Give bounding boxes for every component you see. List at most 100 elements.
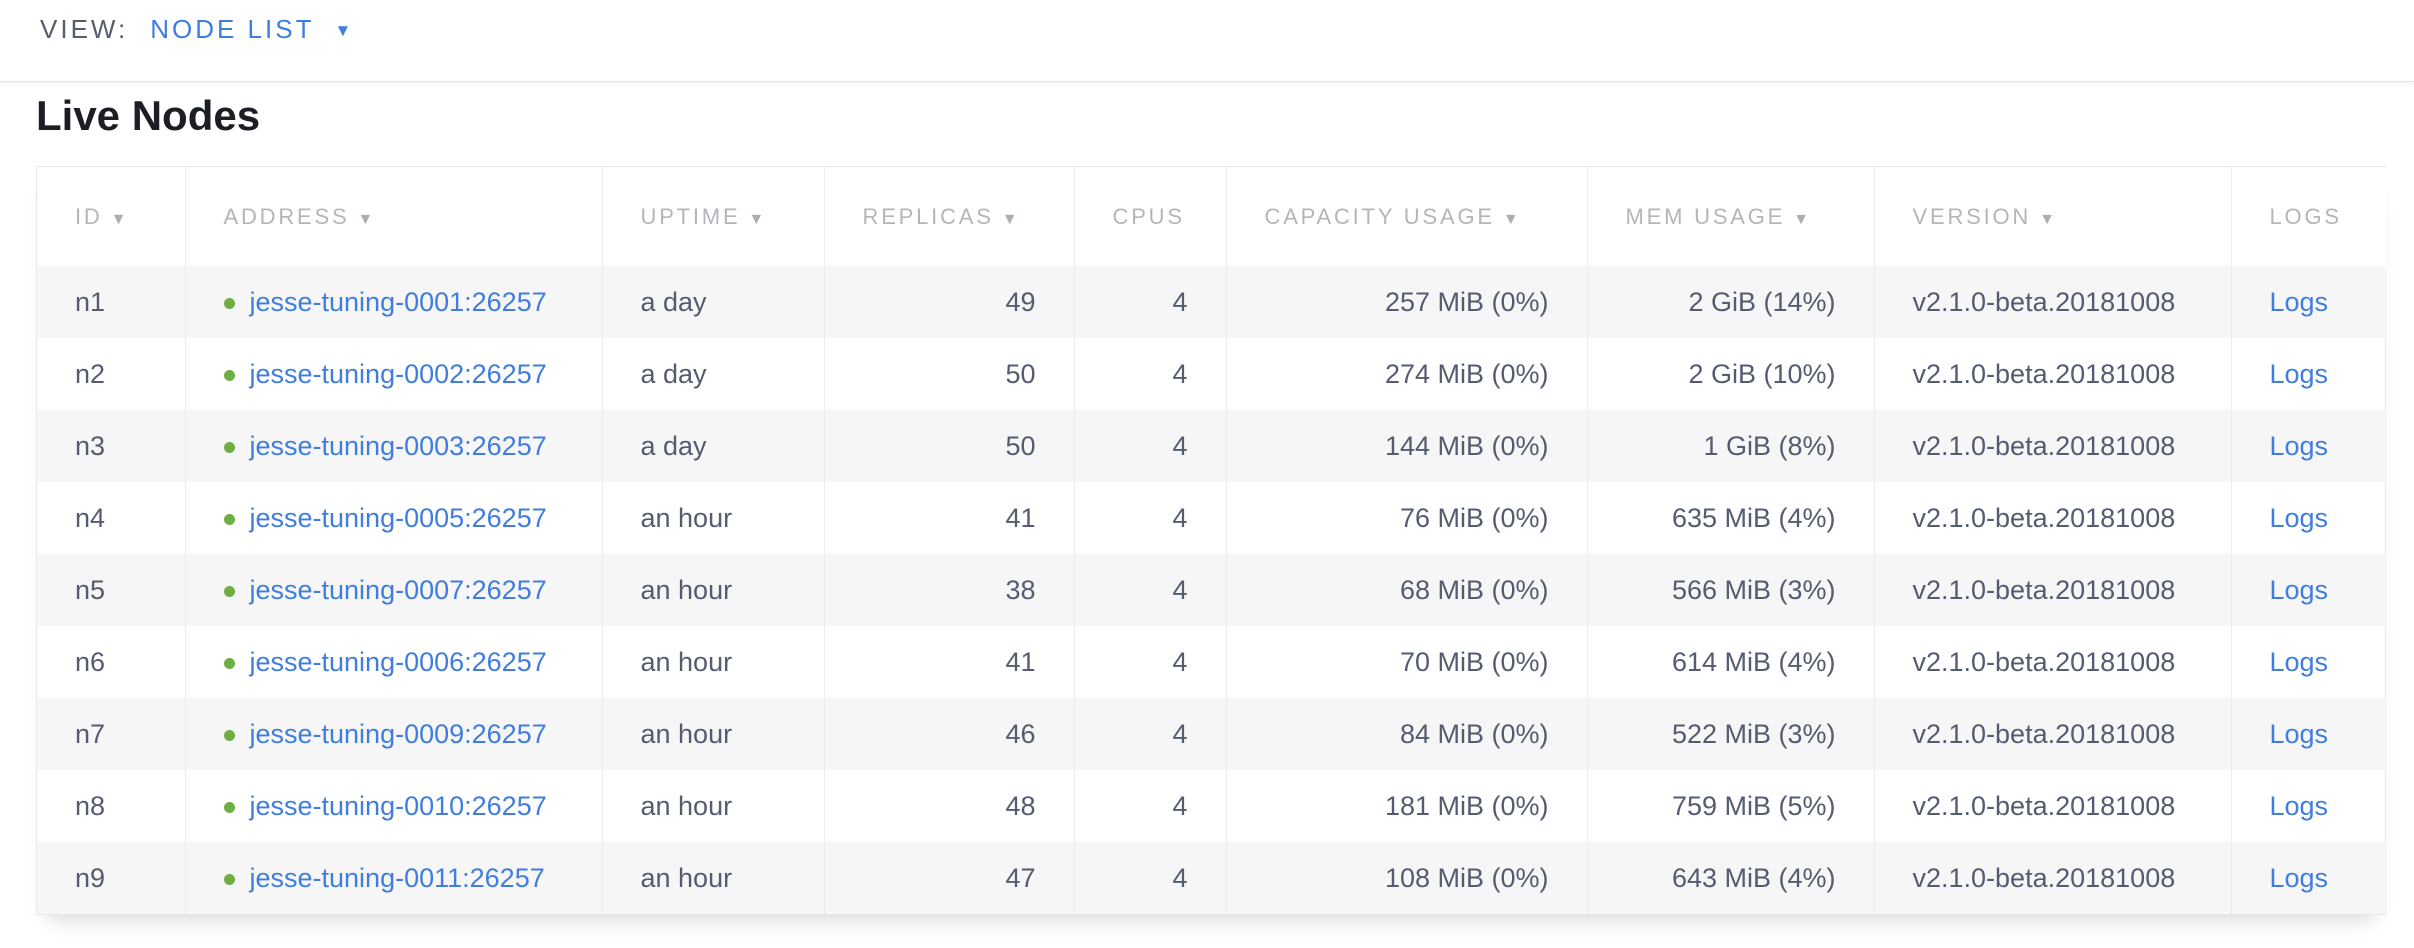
cell-id: n4 xyxy=(75,502,106,533)
cell-replicas: 41 xyxy=(823,482,1074,554)
cell-address: jesse-tuning-0007:26257 xyxy=(184,554,602,626)
cell-address: jesse-tuning-0006:26257 xyxy=(184,626,602,698)
column-header-cpus: CPUS xyxy=(1073,167,1226,266)
table-row: n3 jesse-tuning-0003:26257 a day 50 4 144 MiB… xyxy=(37,410,2387,482)
cell-capacity: 68 MiB (0%) xyxy=(1225,554,1587,626)
page-title: Live Nodes xyxy=(36,92,261,139)
cell-replicas: 41 xyxy=(823,626,1074,698)
cell-capacity: 108 MiB (0%) xyxy=(1225,842,1587,914)
cell-version: v2.1.0-beta.20181008 xyxy=(1873,770,2231,842)
column-header-label: ADDRESS xyxy=(223,203,350,229)
column-header-label: CPUS xyxy=(1112,203,1185,229)
logs-link[interactable]: Logs xyxy=(2269,646,2329,677)
sort-arrow-icon: ▼ xyxy=(110,210,130,228)
cell-uptime: an hour xyxy=(601,842,824,914)
cell-cpus: 4 xyxy=(1073,554,1226,626)
sort-arrow-icon: ▼ xyxy=(2039,210,2058,228)
address-link[interactable]: jesse-tuning-0007:26257 xyxy=(249,574,547,605)
cell-version: v2.1.0-beta.20181008 xyxy=(1873,626,2231,698)
table-row: n4 jesse-tuning-0005:26257 an hour 41 4 76 Mi… xyxy=(37,482,2387,554)
address-link[interactable]: jesse-tuning-0002:26257 xyxy=(249,358,547,389)
cell-cpus: 4 xyxy=(1073,626,1226,698)
cell-logs: Logs xyxy=(2230,626,2387,698)
column-header-mem[interactable]: MEM USAGE ▼ xyxy=(1586,167,1874,266)
cell-version: v2.1.0-beta.20181008 xyxy=(1873,842,2231,914)
logs-link[interactable]: Logs xyxy=(2269,430,2329,461)
table-row: n5 jesse-tuning-0007:26257 an hour 38 4 68 Mi… xyxy=(37,554,2387,626)
cell-mem: 1 GiB (8%) xyxy=(1586,410,1874,482)
view-selector-dropdown[interactable]: NODE LIST ▼ xyxy=(150,14,351,45)
column-header-label: MEM USAGE xyxy=(1625,203,1786,229)
node-status-dot-icon xyxy=(223,369,235,381)
cell-id: n2 xyxy=(75,358,106,389)
cell-uptime: a day xyxy=(601,266,824,338)
logs-link[interactable]: Logs xyxy=(2269,790,2329,821)
cell-id: n5 xyxy=(37,554,185,626)
cell-logs: Logs xyxy=(2230,410,2387,482)
column-header-label: REPLICAS xyxy=(862,203,994,229)
cell-uptime: an hour xyxy=(601,770,824,842)
logs-link[interactable]: Logs xyxy=(2269,286,2329,317)
cell-version: v2.1.0-beta.20181008 xyxy=(1873,338,2231,410)
cell-id: n9 xyxy=(37,842,185,914)
address-link[interactable]: jesse-tuning-0006:26257 xyxy=(249,646,547,677)
node-table-body: n1 jesse-tuning-0001:26257 a day 49 4 257 MiB… xyxy=(37,266,2387,914)
cell-replicas: 49 xyxy=(823,266,1074,338)
column-header-uptime[interactable]: UPTIME ▼ xyxy=(601,167,824,266)
cell-uptime: a day xyxy=(601,338,824,410)
column-header-label: LOGS xyxy=(2269,203,2342,229)
logs-link[interactable]: Logs xyxy=(2269,718,2329,749)
cell-id: n3 xyxy=(37,410,185,482)
cell-cpus: 4 xyxy=(1073,482,1226,554)
logs-link[interactable]: Logs xyxy=(2269,358,2329,389)
cell-uptime: an hour xyxy=(601,626,824,698)
address-link[interactable]: jesse-tuning-0010:26257 xyxy=(249,790,547,821)
cell-capacity: 181 MiB (0%) xyxy=(1225,770,1587,842)
cell-version: v2.1.0-beta.20181008 xyxy=(1873,698,2231,770)
cell-cpus: 4 xyxy=(1073,698,1226,770)
cell-address: jesse-tuning-0010:26257 xyxy=(184,770,602,842)
address-link[interactable]: jesse-tuning-0003:26257 xyxy=(249,430,547,461)
cell-version: v2.1.0-beta.20181008 xyxy=(1873,266,2231,338)
cell-logs: Logs xyxy=(2230,266,2387,338)
cell-uptime: an hour xyxy=(601,482,824,554)
node-status-dot-icon xyxy=(223,585,235,597)
column-header-label: VERSION xyxy=(1912,203,2032,229)
node-status-dot-icon xyxy=(223,729,235,741)
cell-logs: Logs xyxy=(2230,770,2387,842)
cell-replicas: 47 xyxy=(823,842,1074,914)
node-status-dot-icon xyxy=(223,657,235,669)
column-header-address[interactable]: ADDRESS ▼ xyxy=(184,167,602,266)
address-link[interactable]: jesse-tuning-0011:26257 xyxy=(249,862,545,893)
cell-id: n6 xyxy=(75,646,106,677)
cell-address: jesse-tuning-0011:26257 xyxy=(184,842,602,914)
sort-arrow-icon: ▼ xyxy=(1793,210,1812,228)
node-status-dot-icon xyxy=(223,297,235,309)
column-header-capacity[interactable]: CAPACITY USAGE ▼ xyxy=(1225,167,1587,266)
logs-link[interactable]: Logs xyxy=(2269,502,2329,533)
column-header-id[interactable]: ID ▼ xyxy=(37,167,185,266)
column-header-version[interactable]: VERSION ▼ xyxy=(1873,167,2231,266)
logs-link[interactable]: Logs xyxy=(2269,574,2329,605)
view-selected-value: NODE LIST xyxy=(150,14,315,44)
column-header-replicas[interactable]: REPLICAS ▼ xyxy=(823,167,1074,266)
cell-cpus: 4 xyxy=(1073,338,1226,410)
column-header-label: ID xyxy=(75,203,103,229)
cell-address: jesse-tuning-0009:26257 xyxy=(184,698,602,770)
logs-link[interactable]: Logs xyxy=(2269,862,2329,893)
sort-arrow-icon: ▼ xyxy=(357,210,377,228)
cell-address: jesse-tuning-0003:26257 xyxy=(184,410,602,482)
cell-cpus: 4 xyxy=(1073,266,1226,338)
address-link[interactable]: jesse-tuning-0005:26257 xyxy=(249,502,547,533)
cell-cpus: 4 xyxy=(1073,770,1226,842)
address-link[interactable]: jesse-tuning-0009:26257 xyxy=(249,718,547,749)
table-row: n7 jesse-tuning-0009:26257 an hour 46 4 84 Mi… xyxy=(37,698,2387,770)
cell-capacity: 70 MiB (0%) xyxy=(1225,626,1587,698)
cell-replicas: 38 xyxy=(823,554,1074,626)
cell-replicas: 50 xyxy=(823,338,1074,410)
sort-arrow-icon: ▼ xyxy=(748,210,768,228)
cell-address: jesse-tuning-0001:26257 xyxy=(184,266,602,338)
view-label: VIEW: xyxy=(40,14,129,44)
address-link[interactable]: jesse-tuning-0001:26257 xyxy=(249,286,547,317)
cell-version: v2.1.0-beta.20181008 xyxy=(1873,554,2231,626)
